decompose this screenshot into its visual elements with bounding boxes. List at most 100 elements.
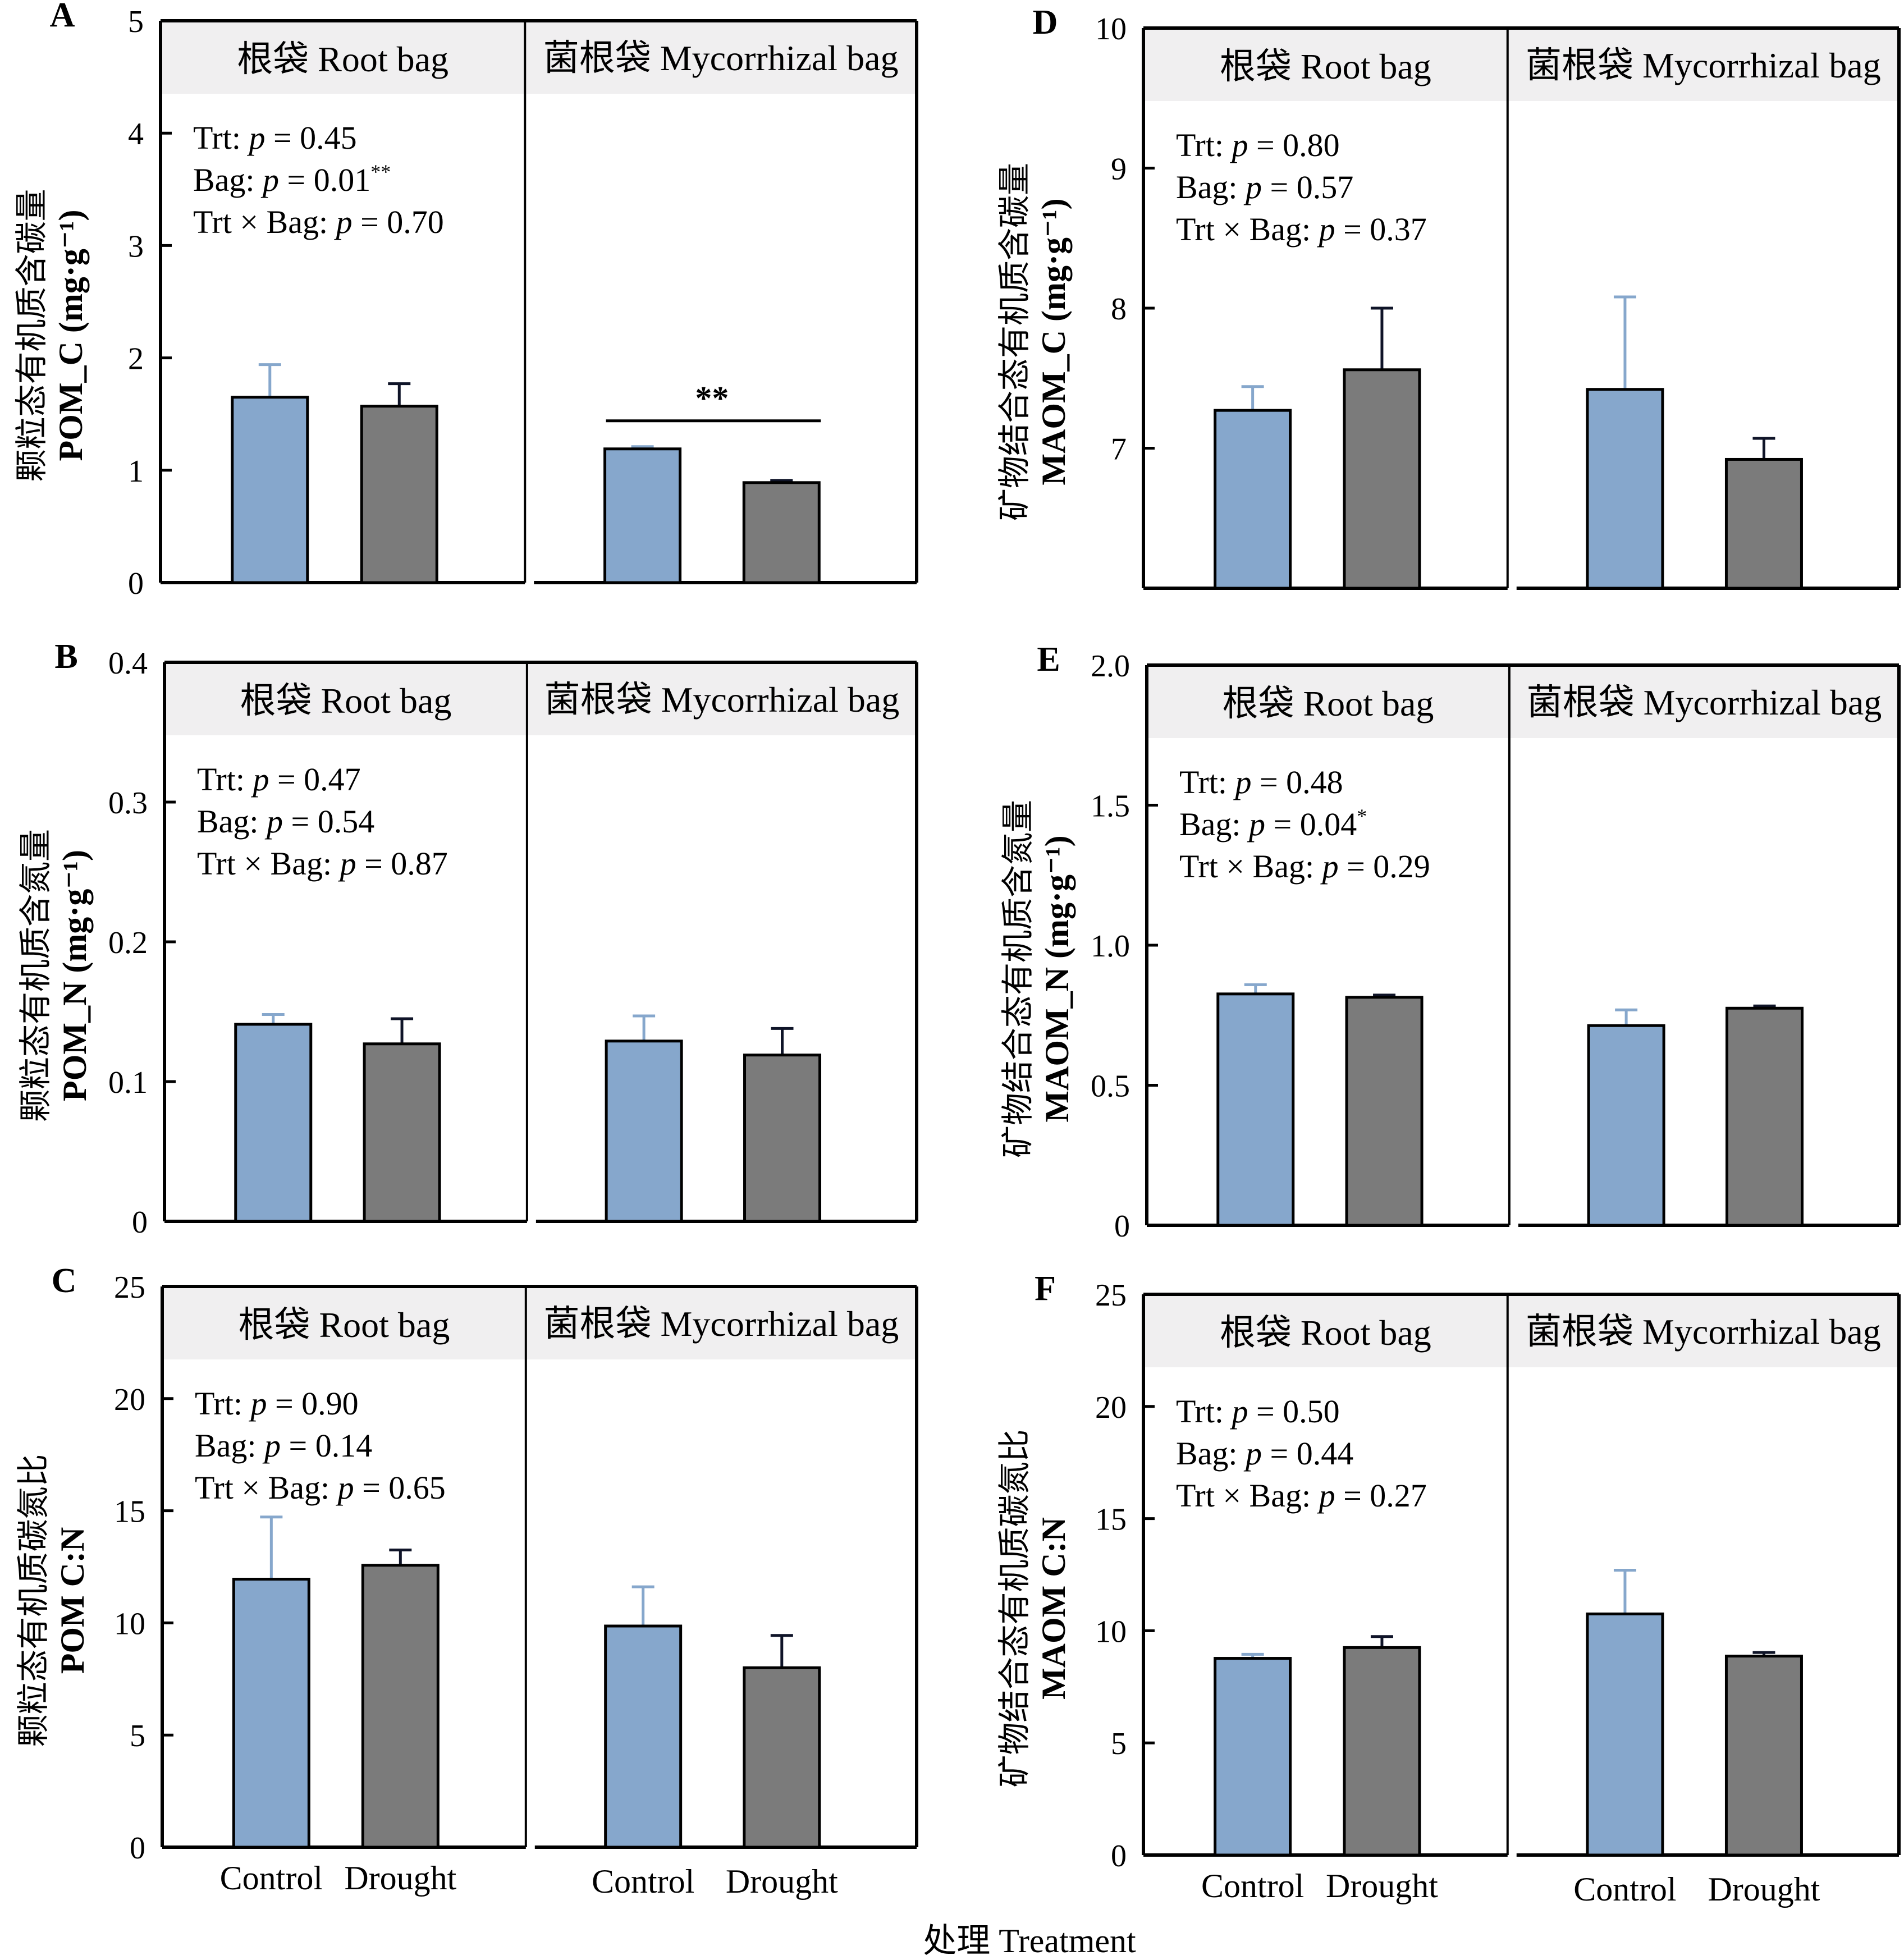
stat-p: p	[1317, 211, 1335, 248]
x-category-label: Drought	[726, 1863, 838, 1900]
stat-p: p	[1247, 806, 1265, 842]
x-category-label: Control	[1201, 1867, 1304, 1904]
bar-drought-mycorrhizal	[743, 1666, 821, 1849]
stat-value: = 0.65	[354, 1469, 446, 1506]
stat-value: = 0.01	[279, 162, 370, 198]
strip-bg-root	[161, 21, 525, 94]
y-axis-label-en: MAOM_C (mg·g⁻¹)	[1035, 198, 1072, 485]
y-tick-label: 0.3	[108, 786, 148, 821]
y-axis-label-en: POM_N (mg·g⁻¹)	[56, 850, 93, 1101]
panel-letter: A	[50, 0, 75, 34]
stat-line: Trt: p = 0.48	[1179, 764, 1343, 800]
stat-value: = 0.44	[1262, 1435, 1353, 1472]
stat-p: p	[264, 803, 283, 840]
stat-p: p	[1233, 764, 1251, 800]
bar-drought-mycorrhizal	[1724, 457, 1803, 590]
strip-bg-root	[1147, 665, 1509, 738]
y-tick-label: 2.0	[1091, 649, 1130, 684]
bar-control-mycorrhizal	[605, 1039, 683, 1223]
y-axis-label-cn: 矿物结合态有机质含碳量	[996, 163, 1033, 521]
bar-control-root	[1216, 992, 1295, 1227]
bar-control-root	[1214, 409, 1292, 590]
panel-letter: D	[1033, 3, 1058, 42]
strip-label-mycorrhizal-bag: 菌根袋 Mycorrhizal bag	[543, 38, 899, 78]
strip-bg-mycorrhizal	[525, 1286, 917, 1359]
panel-f: F 0 5 10 15 20 25 矿物结合态有机质碳氮比 MAOM C:N 根袋 Root ba…	[996, 1270, 1901, 1908]
strip-bg-mycorrhizal	[525, 21, 917, 94]
x-category-label: Drought	[1708, 1871, 1820, 1908]
stat-p: p	[1229, 127, 1248, 163]
y-tick-label: 0.5	[1091, 1069, 1130, 1104]
y-tick-label: 1.0	[1091, 929, 1130, 964]
strip-label-mycorrhizal-bag: 菌根袋 Mycorrhizal bag	[1526, 45, 1881, 85]
stat-p: p	[248, 1385, 267, 1422]
y-tick-label: 1	[128, 454, 144, 489]
stat-line: Trt: p = 0.90	[195, 1385, 359, 1422]
stat-value: = 0.37	[1335, 211, 1427, 248]
y-tick-label: 10	[114, 1606, 145, 1641]
y-tick-label: 1.5	[1091, 789, 1130, 824]
y-axis-label-en: POM C:N	[54, 1527, 91, 1674]
bar-drought-root	[361, 1564, 440, 1849]
bar-control-mycorrhizal	[1586, 1612, 1664, 1857]
strip-label-mycorrhizal-bag: 菌根袋 Mycorrhizal bag	[544, 680, 900, 720]
stat-value: = 0.29	[1339, 848, 1430, 885]
stat-p: p	[336, 1469, 354, 1506]
bar-drought-mycorrhizal	[743, 1054, 822, 1223]
stat-label: Trt × Bag:	[193, 204, 336, 240]
strip-label-mycorrhizal-bag: 菌根袋 Mycorrhizal bag	[1527, 683, 1882, 722]
stat-label: Trt × Bag:	[195, 1469, 338, 1506]
y-tick-label: 10	[1095, 1614, 1127, 1649]
strip-bg-root	[1143, 28, 1508, 101]
stat-value: = 0.87	[356, 845, 448, 882]
y-axis-label-cn: 颗粒态有机质碳氮比	[15, 1454, 52, 1747]
stat-significance: *	[1357, 805, 1367, 827]
stat-p: p	[1320, 848, 1339, 885]
stat-line: Trt: p = 0.47	[197, 761, 361, 798]
y-tick-label: 0	[132, 1205, 148, 1240]
stat-line: Trt: p = 0.80	[1176, 127, 1340, 163]
strip-bg-mycorrhizal	[1507, 28, 1899, 101]
stat-p: p	[1317, 1477, 1335, 1514]
y-axis-label-cn: 颗粒态有机质含氮量	[17, 829, 54, 1122]
y-tick-label: 0	[1111, 1839, 1127, 1874]
bar-drought-root	[1343, 368, 1421, 590]
bar-control-mycorrhizal	[1587, 1024, 1665, 1227]
y-tick-label: 0.4	[108, 646, 148, 681]
stat-line: Bag: p = 0.44	[1176, 1435, 1353, 1472]
panel-letter: F	[1035, 1270, 1056, 1308]
stat-p: p	[334, 204, 353, 240]
y-tick-label: 4	[128, 117, 144, 152]
stat-line: Trt × Bag: p = 0.29	[1179, 848, 1430, 885]
panel-c: C 0 5 10 15 20 25 颗粒态有机质碳氮比 POM C:N 根袋 Root bag 菌根…	[15, 1262, 918, 1900]
y-tick-label: 3	[128, 229, 144, 264]
y-tick-label: 2	[128, 342, 144, 377]
strip-label-root-bag: 根袋 Root bag	[1223, 684, 1434, 723]
stat-label: Trt:	[1176, 127, 1232, 163]
panels: A 0 1 2 3 4 5 颗粒态有机质含碳量 POM_C (mg·g⁻¹) 根袋 Root ba…	[13, 0, 1901, 1908]
strip-bg-root	[162, 1286, 526, 1359]
bar-control-root	[234, 1023, 313, 1223]
stat-label: Bag:	[197, 803, 267, 840]
y-tick-label: 0	[128, 566, 144, 601]
x-category-label: Drought	[1326, 1867, 1438, 1904]
stat-value: = 0.48	[1251, 764, 1343, 800]
strip-label-root-bag: 根袋 Root bag	[237, 39, 448, 79]
stat-p: p	[338, 845, 356, 882]
x-axis-title: 处理 Treatment	[923, 1922, 1136, 1959]
y-axis-label-cn: 颗粒态有机质含碳量	[13, 189, 50, 482]
stat-label: Trt:	[1176, 1393, 1232, 1430]
bar-control-mycorrhizal	[1586, 388, 1664, 590]
strip-bg-root	[164, 662, 527, 735]
bar-drought-mycorrhizal	[1724, 1655, 1803, 1857]
stat-line: Trt: p = 0.50	[1176, 1393, 1340, 1430]
stat-line: Bag: p = 0.14	[195, 1427, 372, 1464]
bar-control-root	[232, 1577, 310, 1849]
stat-line: Trt × Bag: p = 0.37	[1176, 211, 1427, 248]
panel-letter: B	[54, 638, 77, 676]
panel-e: E 0 0.5 1.0 1.5 2.0 矿物结合态有机质含氮量 MAOM_N (mg·g⁻¹)…	[1000, 640, 1901, 1244]
stat-value: = 0.90	[267, 1385, 358, 1422]
stat-line: Trt × Bag: p = 0.27	[1176, 1477, 1427, 1514]
stat-line: Trt × Bag: p = 0.87	[197, 845, 448, 882]
